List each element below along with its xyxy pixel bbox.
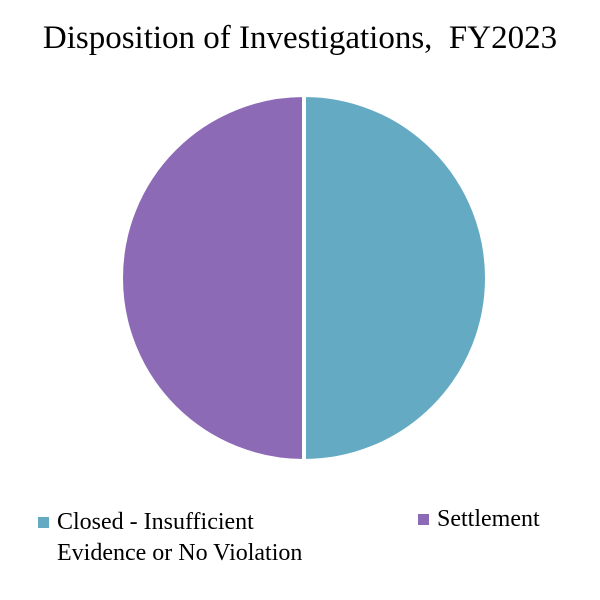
chart-title: Disposition of Investigations, FY2023 [42, 20, 558, 56]
legend-swatch-closed [38, 517, 49, 528]
legend-label-settlement: Settlement [437, 506, 540, 532]
legend-item-settlement: Settlement [418, 504, 588, 535]
legend-label-closed-line-1: Closed - Insufficient [57, 509, 254, 535]
pie-slice-0 [302, 93, 489, 463]
legend-swatch-settlement [418, 514, 429, 525]
legend-item-closed: Closed - Insufficient Evidence or No Vio… [38, 507, 358, 569]
legend-label-closed: Closed - Insufficient Evidence or No Vio… [57, 507, 302, 569]
pie-slices [119, 93, 489, 463]
pie-slice-1 [119, 93, 306, 463]
legend-label-closed-line-2: Evidence or No Violation [57, 540, 303, 566]
